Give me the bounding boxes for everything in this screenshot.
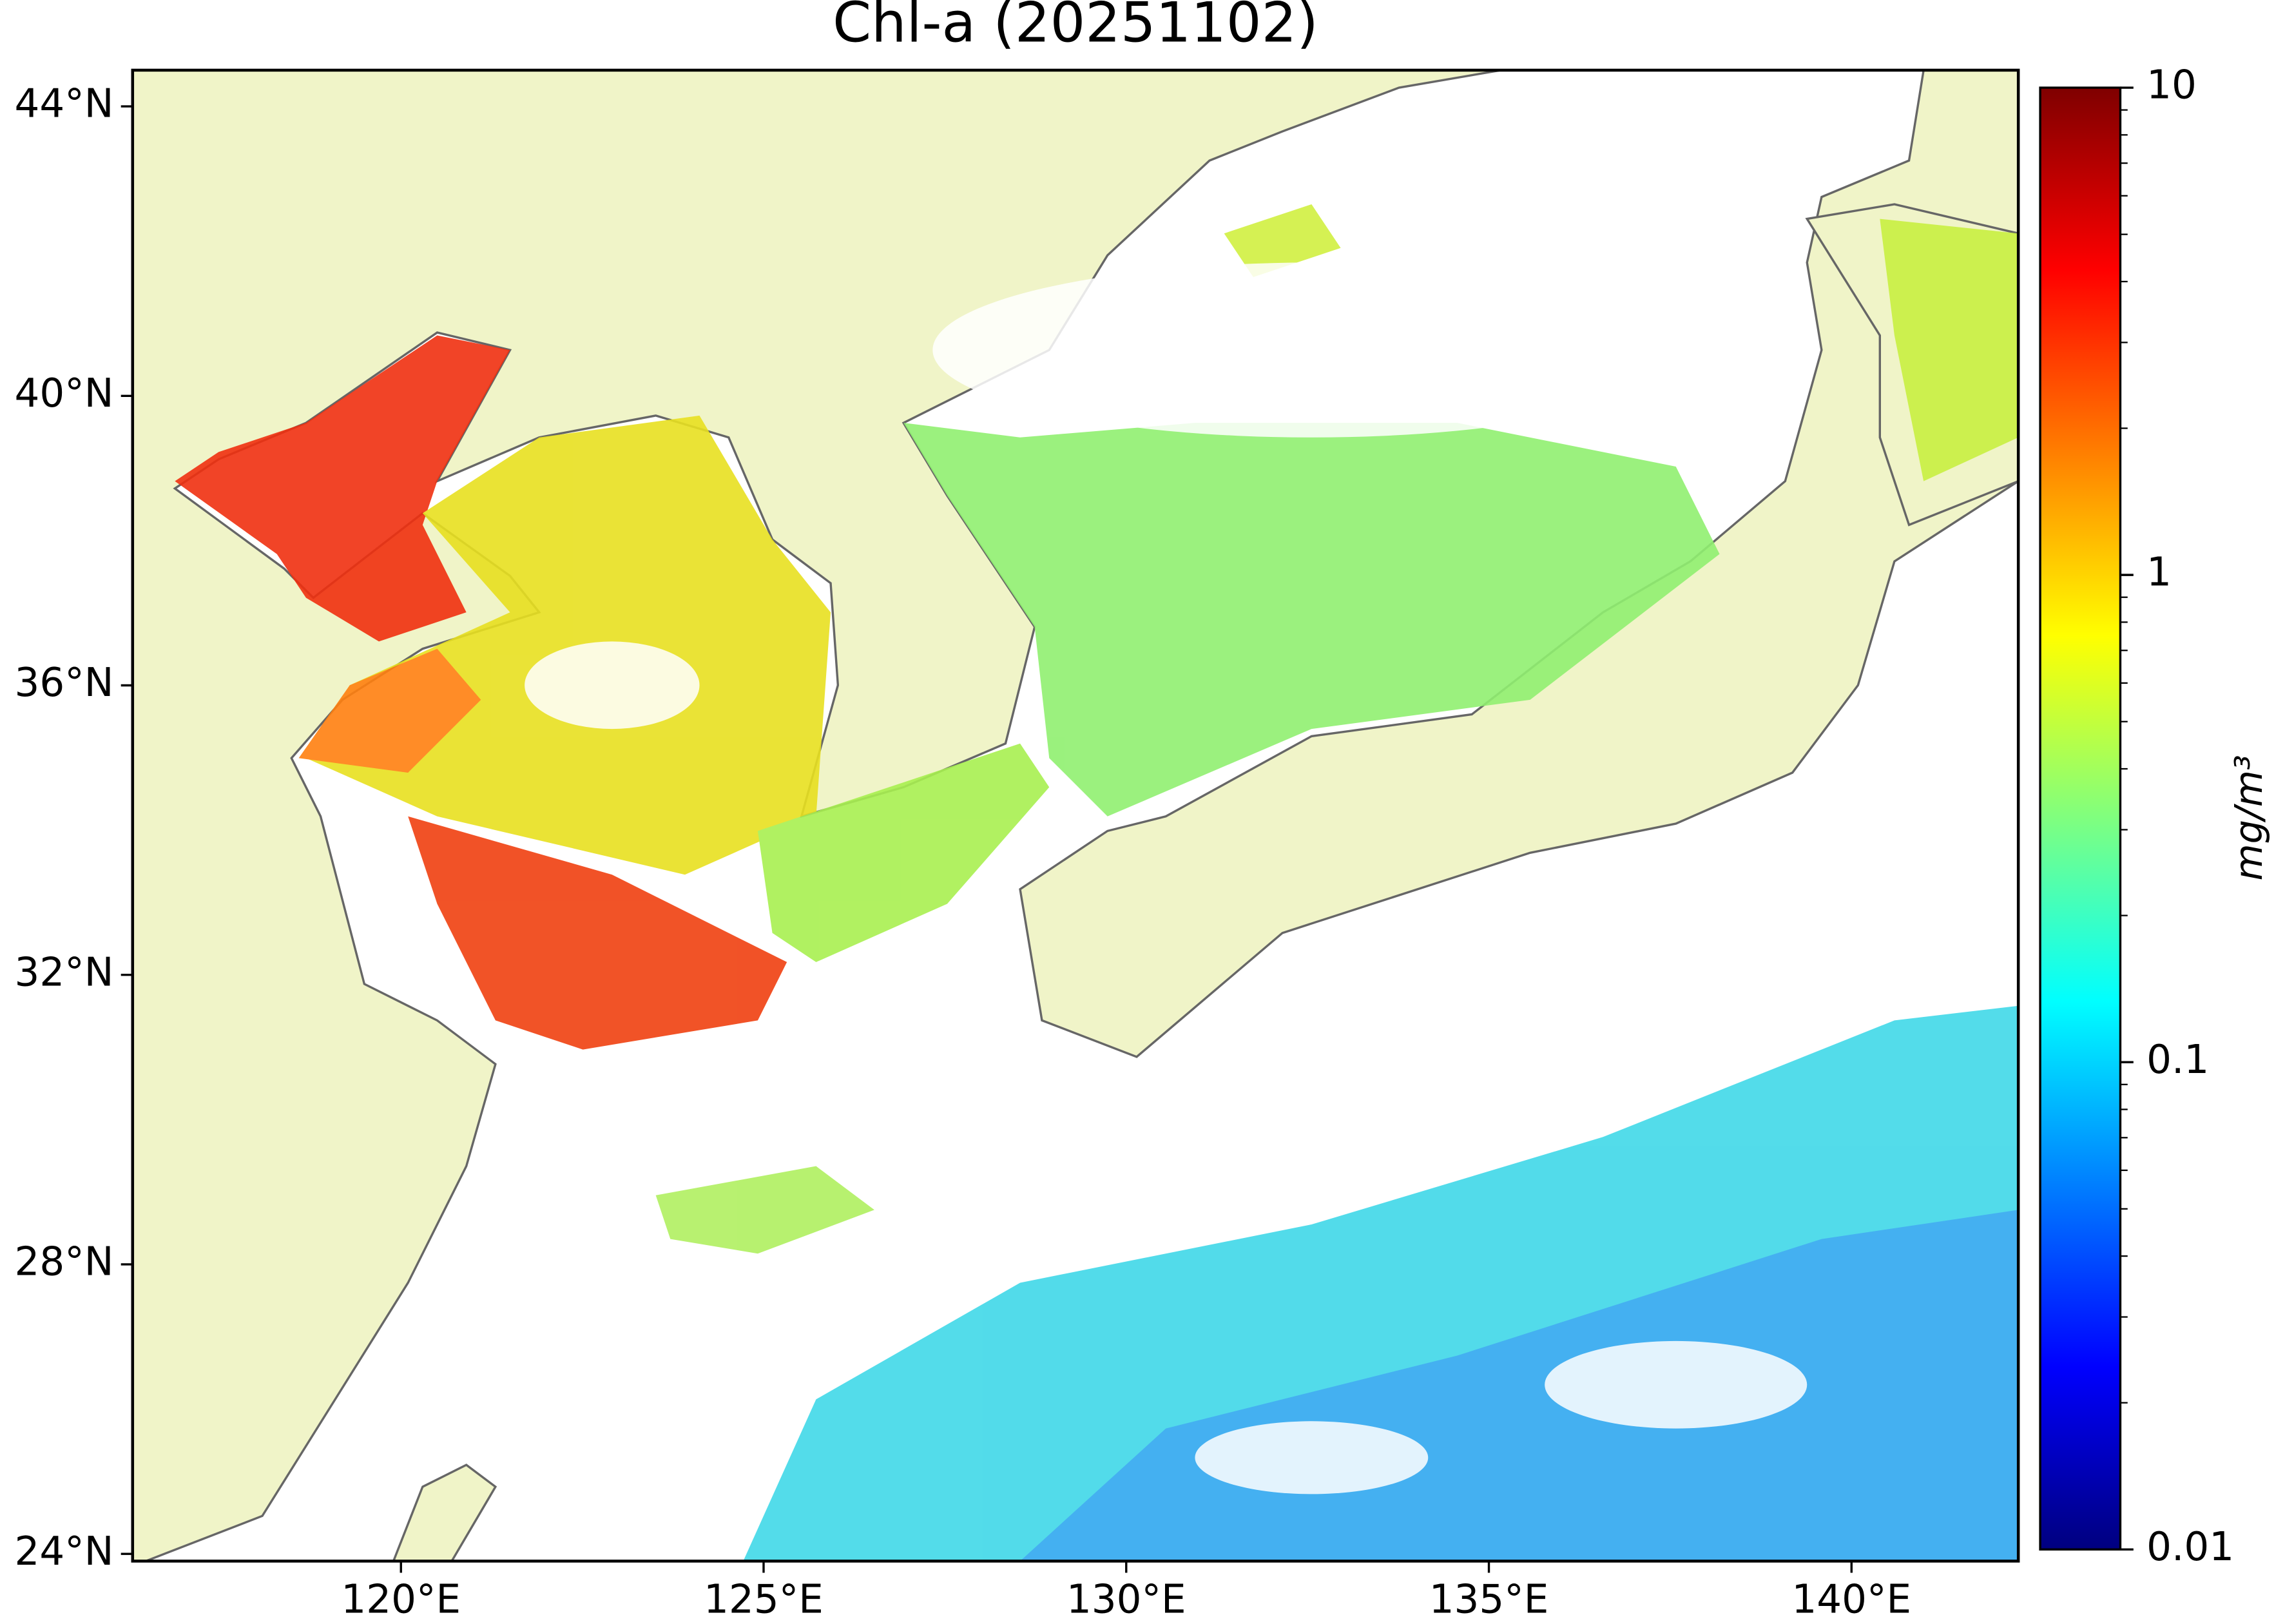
x-tick-label: 130°E (1066, 1576, 1186, 1622)
cloud (932, 262, 1691, 438)
y-tick-label: 36°N (15, 660, 114, 706)
y-tick-label: 32°N (15, 949, 114, 995)
colorbar (2039, 86, 2122, 1551)
patch-bohai (175, 335, 510, 642)
patch-pacific-3 (655, 1166, 874, 1254)
cloud (525, 641, 700, 730)
y-tick-label: 40°N (15, 371, 114, 416)
y-tick-label: 28°N (15, 1239, 114, 1285)
map-frame (131, 68, 2020, 1563)
x-tick-label: 125°E (704, 1576, 824, 1622)
colorbar-tick-label: 1 (2146, 550, 2172, 595)
x-tick-label: 135°E (1429, 1576, 1549, 1622)
y-tick-label: 24°N (15, 1529, 114, 1574)
patch-yellow-sea (305, 415, 831, 875)
land-taiwan (392, 1464, 497, 1561)
patch-yellow-sea-edge (298, 648, 481, 773)
patch-ecs (408, 816, 787, 1050)
map-area (132, 70, 2019, 1561)
cloud-gaps (525, 262, 1808, 1494)
cloud (1195, 1421, 1429, 1494)
patch-okhotsk (1880, 218, 2019, 481)
map-title: Chl-a (20251102) (833, 0, 1318, 55)
colorbar-tick-label: 0.01 (2146, 1524, 2234, 1570)
colorbar-tick-label: 0.1 (2146, 1037, 2209, 1083)
colorbar-label: mg/m³ (2226, 755, 2271, 880)
axes: 120°E 125°E 130°E 135°E 140°E 24°N 28°N 32°N 36°… (15, 63, 2235, 1623)
patch-ecs-green (757, 743, 1050, 962)
colorbar-tick-label: 10 (2146, 63, 2197, 108)
x-tick-label: 120°E (341, 1576, 461, 1622)
cloud (1545, 1340, 1808, 1429)
patch-sea-of-japan-north (1224, 204, 1341, 278)
x-tick-label: 140°E (1791, 1576, 1911, 1622)
y-tick-label: 44°N (15, 81, 114, 127)
patch-sea-of-japan (903, 423, 1720, 817)
